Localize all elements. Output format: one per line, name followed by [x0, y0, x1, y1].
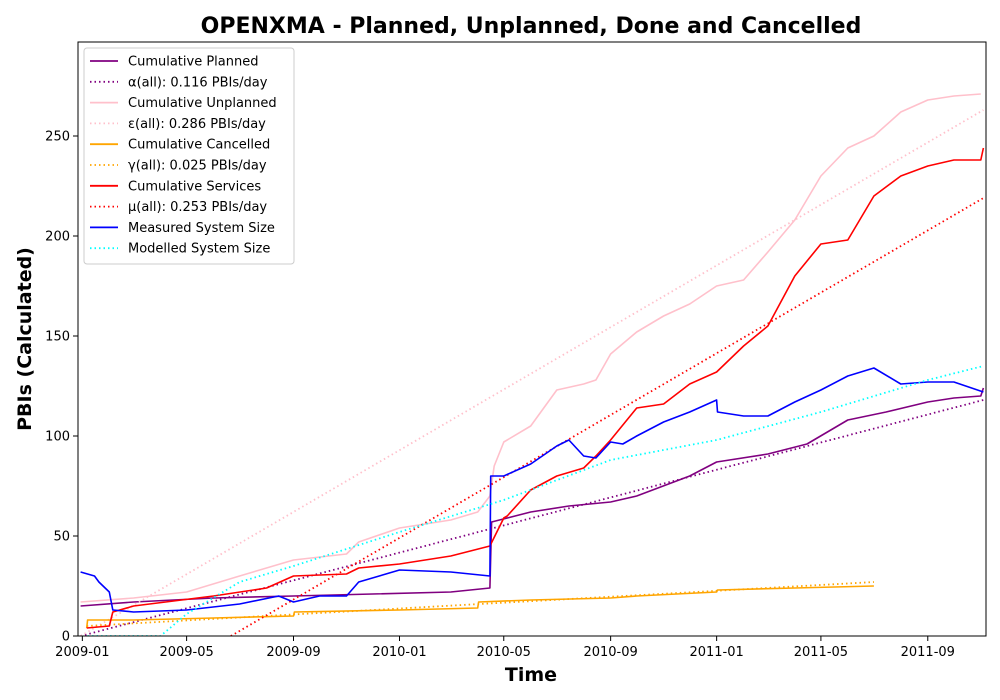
x-tick-label: 2009-01 [55, 645, 109, 660]
series-line-2 [80, 93, 981, 603]
x-tick-label: 2010-01 [372, 645, 426, 660]
y-tick-label: 200 [45, 230, 70, 245]
legend-box [83, 47, 295, 265]
legend-label-1: α(all): 0.116 PBIs/day [128, 75, 268, 90]
chart-title: OPENXMA - Planned, Unplanned, Done and C… [201, 14, 862, 39]
series-line-8 [80, 367, 984, 613]
legend-label-5: γ(all): 0.025 PBIs/day [128, 159, 267, 174]
legend-label-7: μ(all): 0.253 PBIs/day [128, 200, 267, 215]
x-axis-label: Time [505, 664, 557, 686]
x-tick-label: 2010-09 [583, 645, 637, 660]
legend-label-4: Cumulative Cancelled [128, 138, 270, 153]
legend-label-3: ε(all): 0.286 PBIs/day [128, 117, 266, 132]
y-tick-label: 100 [45, 430, 70, 445]
legend-label-0: Cumulative Planned [128, 55, 258, 70]
x-tick-label: 2011-09 [901, 645, 955, 660]
x-tick-label: 2009-09 [266, 645, 320, 660]
series-line-0 [80, 387, 985, 607]
y-tick-label: 0 [62, 630, 70, 645]
y-tick-label: 150 [45, 330, 70, 345]
plot-area [80, 93, 985, 636]
series-line-6 [86, 147, 985, 629]
series-line-7 [230, 197, 984, 636]
plot-frame [77, 41, 987, 637]
x-axis: 2009-01 2009-05 2009-09 2010-01 2010-05 2010-… [55, 636, 955, 660]
x-tick-label: 2011-05 [794, 645, 848, 660]
legend-label-2: Cumulative Unplanned [128, 96, 277, 111]
x-tick-label: 2010-05 [477, 645, 531, 660]
legend-label-6: Cumulative Services [128, 179, 261, 194]
legend: Cumulative Planned α(all): 0.116 PBIs/day… [83, 47, 295, 265]
series-line-3 [80, 109, 984, 636]
y-axis-label: PBIs (Calculated) [14, 247, 36, 431]
y-tick-label: 250 [45, 130, 70, 145]
y-axis: 0 50 100 150 200 250 [45, 130, 78, 645]
y-tick-label: 50 [53, 530, 70, 545]
x-tick-label: 2009-05 [159, 645, 213, 660]
x-tick-label: 2011-01 [689, 645, 743, 660]
series-line-4 [85, 585, 874, 629]
legend-label-9: Modelled System Size [128, 242, 270, 257]
series-line-5 [86, 581, 874, 627]
legend-label-8: Measured System Size [128, 221, 275, 236]
